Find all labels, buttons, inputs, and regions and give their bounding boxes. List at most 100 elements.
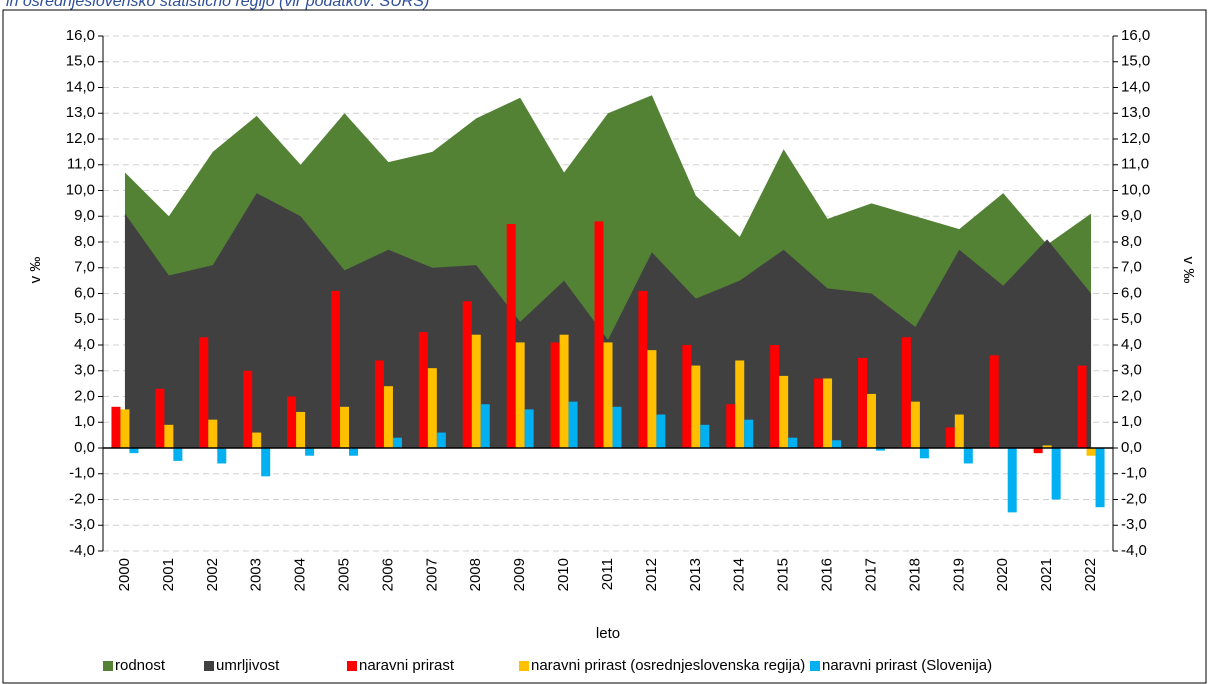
bar [568, 401, 578, 448]
bar [726, 404, 736, 448]
area [124, 193, 1092, 448]
bar [857, 357, 867, 448]
bar [374, 360, 384, 448]
bar [1086, 448, 1096, 456]
bar [427, 368, 437, 448]
y2-tick-label: 3,0 [1121, 362, 1142, 379]
bar [735, 360, 745, 448]
x-tick-label: 2009 [511, 558, 528, 591]
bar [901, 337, 911, 448]
y2-tick-label: -4,0 [1121, 542, 1147, 559]
bar [480, 404, 490, 448]
x-tick-label: 2008 [467, 558, 484, 591]
y-tick-label: 13,0 [66, 104, 95, 121]
bar [656, 414, 666, 448]
y-tick-label: 8,0 [74, 233, 95, 250]
y-tick-label: -2,0 [69, 490, 95, 507]
x-tick-label: 2013 [687, 558, 704, 591]
y2-tick-label: -3,0 [1121, 516, 1147, 533]
y2-tick-label: -2,0 [1121, 490, 1147, 507]
y2-tick-label: 11,0 [1121, 156, 1149, 173]
bar [462, 301, 472, 448]
x-axis-label: leto [596, 625, 620, 642]
y-tick-label: 16,0 [66, 27, 95, 44]
bar [331, 290, 341, 448]
legend-label: naravni prirast (osrednjeslovenska regij… [531, 657, 805, 674]
legend-label: naravni prirast (Slovenija) [822, 657, 992, 674]
y-tick-label: 10,0 [66, 181, 95, 198]
bar [129, 448, 139, 454]
y-tick-label: 11,0 [67, 156, 95, 173]
bar [989, 355, 999, 448]
y2-tick-label: 6,0 [1121, 284, 1142, 301]
bar [164, 424, 174, 448]
bar [919, 448, 929, 459]
bar [638, 290, 648, 448]
bar [779, 375, 789, 448]
bar [383, 386, 393, 448]
x-tick-label: 2019 [950, 558, 967, 591]
bar [506, 223, 516, 448]
bar [612, 406, 622, 448]
bar [120, 409, 130, 448]
bar [700, 424, 710, 448]
bar [910, 401, 920, 448]
bar [418, 332, 428, 448]
y-tick-label: 9,0 [74, 207, 95, 224]
y-tick-label: 1,0 [74, 413, 95, 430]
x-tick-label: 2022 [1082, 558, 1099, 591]
bar [515, 342, 525, 448]
y2-tick-label: 2,0 [1121, 387, 1142, 404]
bar [691, 365, 701, 448]
x-tick-label: 2017 [862, 558, 879, 591]
bar [559, 334, 569, 448]
bar [647, 350, 657, 448]
bar [349, 448, 359, 456]
y-tick-label: -3,0 [69, 516, 95, 533]
bar [550, 342, 560, 448]
x-tick-label: 2018 [906, 558, 923, 591]
y-tick-label: 12,0 [66, 130, 95, 147]
bar [945, 427, 955, 448]
y2-tick-label: 13,0 [1121, 104, 1150, 121]
legend-swatch [519, 661, 529, 671]
y2-tick-label: 14,0 [1121, 78, 1150, 95]
bar [866, 393, 876, 448]
bar [524, 409, 534, 448]
chart-border [2, 9, 1207, 684]
x-tick-label: 2005 [335, 558, 352, 591]
y2-tick-label: 1,0 [1121, 413, 1142, 430]
bar [296, 411, 306, 448]
bar [217, 448, 227, 464]
chart-subtitle: in osrednjeslovensko statistično regijo … [6, 0, 429, 10]
y2-tick-label: 10,0 [1121, 181, 1150, 198]
bar [199, 337, 209, 448]
y-tick-label: -4,0 [69, 542, 95, 559]
bar [287, 396, 297, 448]
y2-tick-label: 9,0 [1121, 207, 1142, 224]
y2-tick-label: -1,0 [1121, 465, 1147, 482]
y2-tick-label: 0,0 [1121, 439, 1142, 456]
bar [1033, 448, 1043, 454]
legend-swatch [103, 661, 113, 671]
y-tick-label: 0,0 [74, 439, 95, 456]
y-tick-label: 15,0 [66, 53, 95, 70]
legend-label: umrljivost [216, 657, 280, 674]
bar [155, 388, 165, 448]
x-tick-label: 2014 [731, 558, 748, 591]
bar [814, 378, 824, 448]
x-tick-label: 2021 [1038, 558, 1055, 591]
bar [963, 448, 973, 464]
legend-label: naravni prirast [359, 657, 455, 674]
y2-axis-label: v ‰ [1180, 257, 1197, 284]
x-tick-label: 2000 [116, 558, 133, 591]
bar [1007, 448, 1017, 513]
y-tick-label: 4,0 [74, 336, 95, 353]
y2-tick-label: 8,0 [1121, 233, 1142, 250]
y2-tick-label: 12,0 [1121, 130, 1150, 147]
x-tick-label: 2011 [599, 558, 616, 590]
bar [744, 419, 754, 448]
bar [1042, 445, 1052, 448]
bar [1077, 365, 1087, 448]
bar [173, 448, 183, 461]
